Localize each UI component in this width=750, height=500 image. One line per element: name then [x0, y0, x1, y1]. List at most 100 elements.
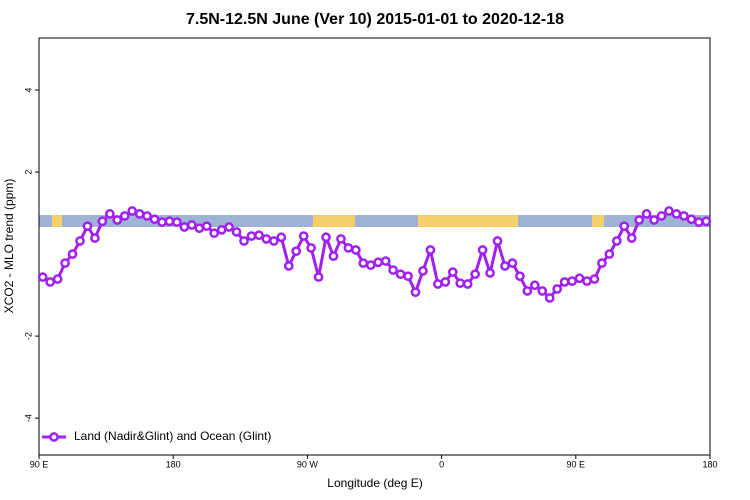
point [60, 258, 70, 268]
point [276, 232, 287, 243]
point [470, 269, 480, 280]
point [231, 227, 242, 237]
point [328, 251, 339, 261]
point [45, 277, 56, 287]
point [485, 268, 495, 278]
x-axis-label: Longitude (deg E) [327, 476, 422, 490]
point [283, 261, 294, 271]
point [194, 223, 205, 234]
point [37, 272, 48, 282]
point [574, 273, 585, 284]
point [224, 222, 234, 232]
point [82, 221, 93, 232]
point [209, 228, 220, 239]
point [291, 246, 302, 257]
point [447, 267, 458, 277]
x-tick-label: 90 E [567, 459, 586, 469]
point [693, 217, 704, 227]
y-axis-label: XCO2 - MLO trend (ppm) [2, 179, 16, 314]
legend-label: Land (Nadir&Glint) and Ocean (Glint) [74, 429, 271, 443]
point [440, 277, 451, 287]
point [365, 260, 376, 271]
point [112, 215, 123, 225]
point [582, 276, 592, 286]
point [477, 245, 488, 255]
point [619, 221, 630, 232]
point [216, 225, 227, 235]
point [67, 249, 78, 259]
x-tick-label: 180 [702, 459, 717, 469]
point [589, 274, 600, 284]
point [418, 266, 428, 276]
point [544, 293, 555, 303]
point [336, 234, 346, 244]
point [179, 222, 190, 232]
point [537, 286, 548, 296]
x-tick-label: 180 [166, 459, 181, 469]
point [656, 211, 667, 221]
point [142, 211, 152, 221]
point [380, 256, 391, 266]
point [552, 284, 563, 294]
x-tick-label: 0 [439, 459, 444, 469]
point [104, 209, 115, 219]
point [701, 216, 712, 227]
point [462, 279, 473, 289]
point [254, 230, 264, 241]
point [321, 232, 331, 243]
point [433, 279, 443, 289]
point [671, 209, 682, 219]
point [507, 258, 518, 268]
y-tick-label: -4 [23, 414, 33, 422]
point [403, 271, 413, 282]
x-tick-label: 90 E [30, 459, 49, 469]
point [410, 287, 421, 298]
point [686, 214, 697, 225]
point [611, 236, 622, 246]
chart-title: 7.5N-12.5N June (Ver 10) 2015-01-01 to 2… [186, 11, 564, 28]
point [52, 274, 63, 284]
point [649, 215, 659, 225]
plot-frame [38, 37, 711, 456]
y-tick-label: -2 [23, 332, 33, 340]
point [395, 269, 406, 280]
point [679, 211, 689, 221]
point [626, 233, 637, 243]
point [119, 211, 130, 221]
point [500, 261, 510, 271]
point [298, 231, 309, 241]
point [388, 265, 398, 275]
point [313, 272, 324, 282]
point [127, 206, 138, 216]
point [358, 258, 369, 268]
point [559, 277, 570, 287]
point [641, 209, 652, 219]
point [164, 216, 175, 227]
point [492, 236, 503, 246]
point [134, 209, 145, 219]
point [186, 220, 197, 230]
x-tick-label: 90 W [297, 459, 319, 469]
point [75, 236, 85, 246]
point [149, 214, 160, 225]
point [239, 236, 249, 246]
point [351, 245, 361, 255]
point [373, 257, 384, 268]
point [597, 258, 607, 268]
point [306, 243, 316, 253]
point [97, 216, 108, 227]
y-tick-label: 4 [23, 88, 33, 93]
point [634, 215, 645, 225]
point [425, 245, 436, 255]
point [261, 234, 272, 244]
legend-marker [49, 432, 59, 442]
point [172, 217, 182, 227]
point [515, 271, 525, 282]
point [246, 231, 257, 241]
point [455, 278, 466, 289]
point [269, 236, 279, 246]
point [157, 217, 167, 227]
point [664, 206, 674, 216]
point [522, 286, 533, 296]
